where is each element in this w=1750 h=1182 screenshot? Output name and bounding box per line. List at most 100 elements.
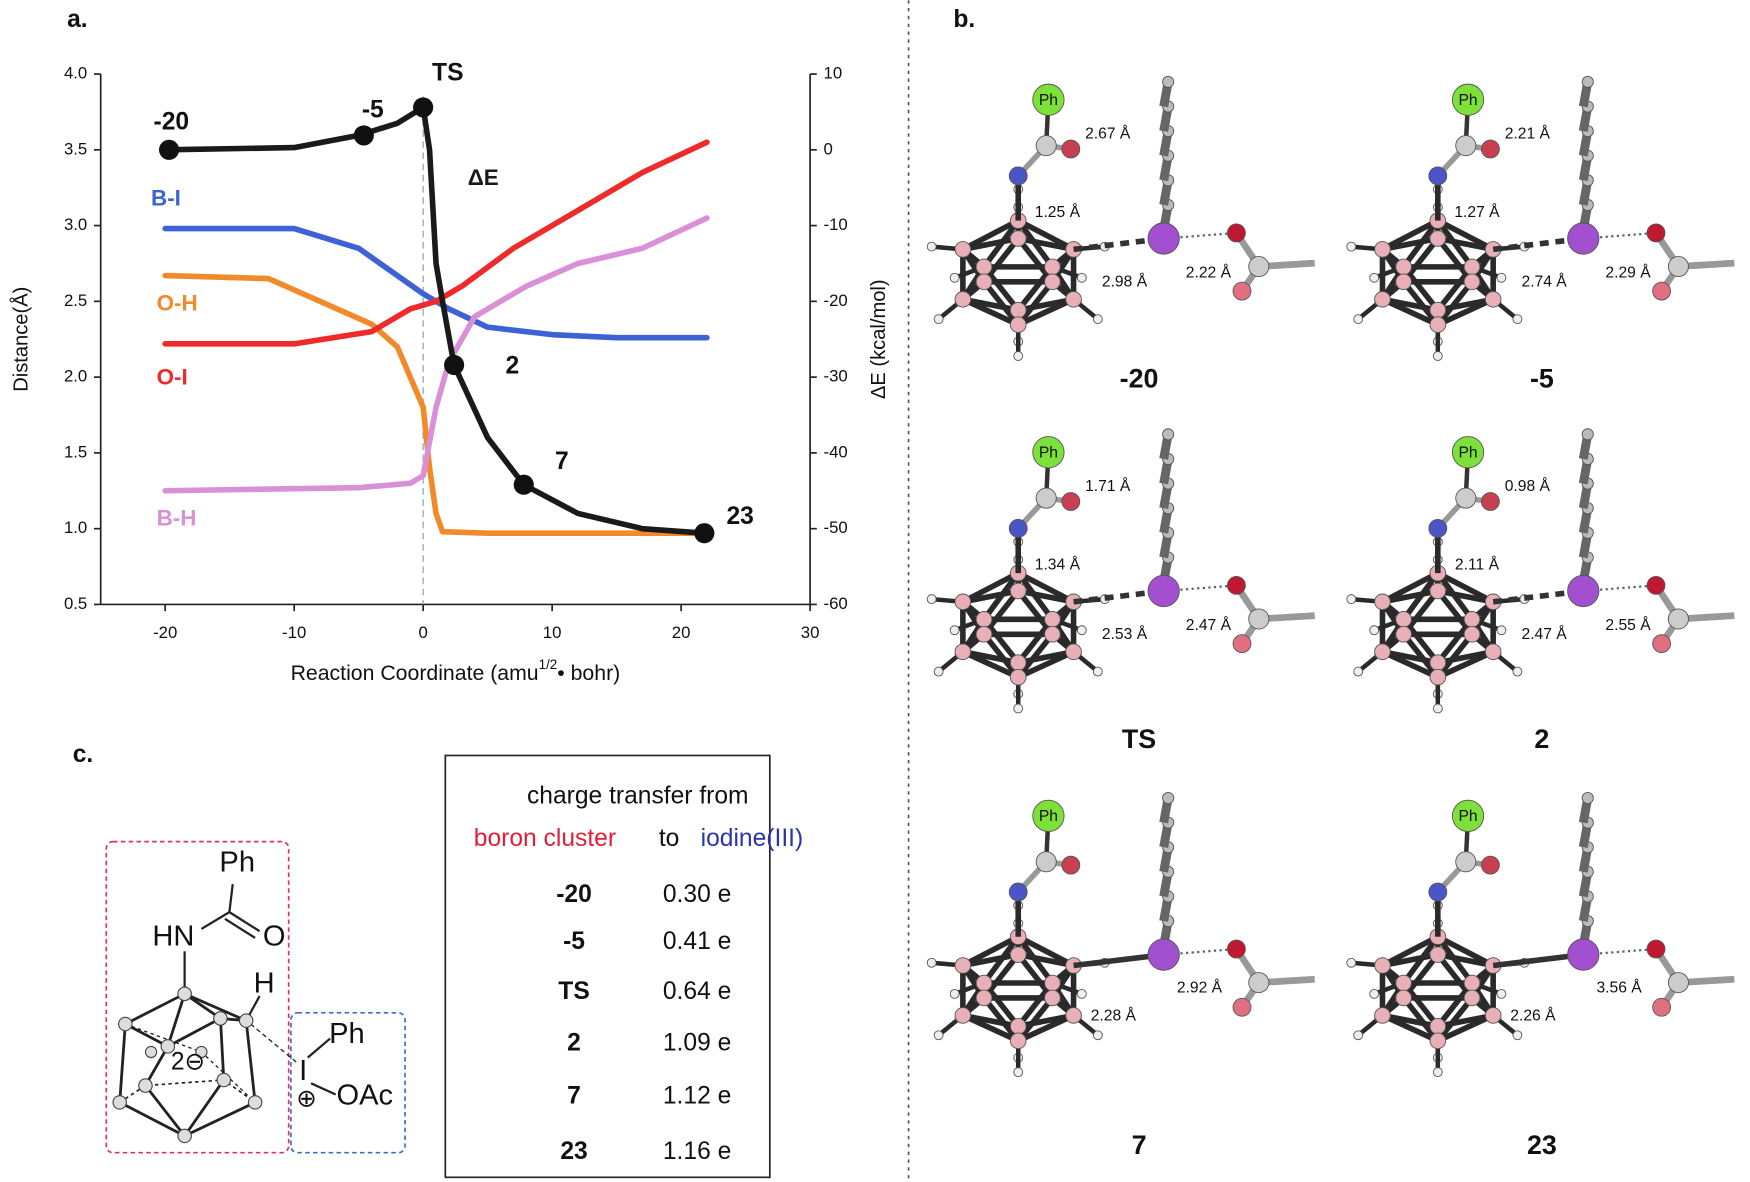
x-tick-label: 20: [672, 623, 691, 642]
atom: [975, 273, 993, 291]
atom: [1061, 492, 1081, 511]
bond: [1016, 280, 1055, 327]
atom: [1248, 972, 1270, 994]
distance-label: 1.27 Å: [1454, 202, 1500, 221]
atom: [1667, 972, 1689, 994]
atom: [1581, 791, 1594, 805]
atom: [1481, 139, 1500, 159]
atom: [1496, 625, 1507, 636]
bond: [1435, 265, 1475, 312]
atom: [1432, 703, 1443, 714]
atom: [933, 1030, 944, 1041]
y-tick-label: 2.5: [64, 291, 87, 310]
atom: [177, 1128, 192, 1144]
atom: [1512, 1030, 1523, 1041]
atom: [1581, 75, 1594, 88]
table-cell: 1.12 e: [663, 1082, 731, 1109]
atom: [1374, 241, 1391, 258]
atom: [1147, 938, 1180, 971]
y-tick-label: 3.5: [64, 139, 87, 158]
point-label: -5: [362, 96, 384, 123]
molecule: Ph 2.21 Å 1.27 Å 2.74 Å 2.29 Å: [1346, 75, 1735, 361]
atom: [238, 1013, 254, 1028]
atom: [195, 1045, 208, 1059]
bond: [1435, 981, 1475, 1028]
y-tick-label: 4.0: [64, 63, 87, 82]
atom: [1496, 272, 1507, 283]
bond: [981, 589, 1021, 637]
x-tick-label: 10: [543, 623, 562, 642]
atom: [975, 989, 993, 1007]
atom: [1227, 939, 1246, 959]
bond: [962, 588, 1019, 605]
bond: [1401, 280, 1441, 327]
atom: [1463, 625, 1481, 643]
y-tick-label: 1.5: [64, 442, 87, 461]
bond: [228, 911, 261, 933]
atom: [1008, 166, 1028, 186]
bond: [1381, 296, 1439, 328]
atom: [1044, 989, 1061, 1007]
scheme-text: HN: [152, 921, 194, 953]
cage: [124, 1017, 247, 1048]
atom: [1035, 135, 1057, 157]
atom: [1009, 654, 1027, 671]
molecule: Ph 1.71 Å 1.34 Å 2.53 Å 2.47 Å: [926, 428, 1315, 714]
x-tick-label: -10: [282, 623, 306, 642]
atom: [975, 258, 993, 276]
atom: [1451, 436, 1485, 469]
y2-tick-label: -20: [824, 291, 848, 310]
atom: [1232, 281, 1252, 301]
x-axis-label: Reaction Coordinate (amu1/2• bohr): [291, 656, 621, 684]
bond: [1437, 649, 1494, 666]
atom: [1484, 291, 1502, 308]
table-cell: 1.16 e: [663, 1138, 731, 1165]
atom: [1395, 611, 1412, 628]
y-tick-label: 0.5: [64, 594, 87, 613]
x-axis-label-part: • bohr): [557, 660, 620, 684]
y-tick-label: 1.0: [64, 518, 87, 537]
bond: [1435, 617, 1475, 665]
atom: [954, 291, 972, 308]
atom: [1432, 351, 1443, 361]
atom: [144, 1045, 158, 1059]
atom: [1009, 316, 1027, 333]
distance-label: 2.28 Å: [1091, 1005, 1137, 1024]
series-line: [162, 139, 710, 347]
bond: [961, 570, 1020, 605]
atom: [1374, 643, 1391, 661]
atom: [1432, 1067, 1443, 1078]
scheme-text: H: [254, 968, 275, 1000]
atom: [1044, 611, 1061, 628]
ph-label: Ph: [1039, 92, 1058, 109]
atom: [954, 957, 972, 974]
atom: [975, 625, 993, 643]
scheme-text: 2⊖: [171, 1049, 205, 1076]
atom: [1652, 997, 1672, 1017]
atom: [1451, 83, 1485, 116]
panel-label: b.: [953, 6, 975, 33]
atom: [1512, 666, 1523, 677]
atom: [1652, 281, 1672, 301]
x-axis-label-part: 1/2: [539, 656, 558, 671]
series-label: O-I: [157, 364, 188, 389]
table-box: [444, 754, 771, 1179]
scheme-text: OAc: [336, 1079, 393, 1111]
atom: [1032, 83, 1065, 116]
table-cell: 1.09 e: [663, 1030, 731, 1057]
atom: [954, 1007, 972, 1024]
distance-label: 2.53 Å: [1102, 624, 1148, 643]
key-point: [158, 139, 180, 160]
y2-tick-label: -10: [824, 215, 848, 234]
atom: [138, 1078, 153, 1093]
atom: [1646, 939, 1666, 959]
key-point: [694, 523, 715, 544]
atom: [1429, 1017, 1447, 1035]
bond: [1401, 996, 1441, 1043]
key-point: [513, 474, 534, 495]
key-point: [353, 125, 374, 146]
bond: [1017, 1012, 1075, 1030]
atom: [1429, 1032, 1447, 1050]
atom: [1248, 255, 1270, 278]
